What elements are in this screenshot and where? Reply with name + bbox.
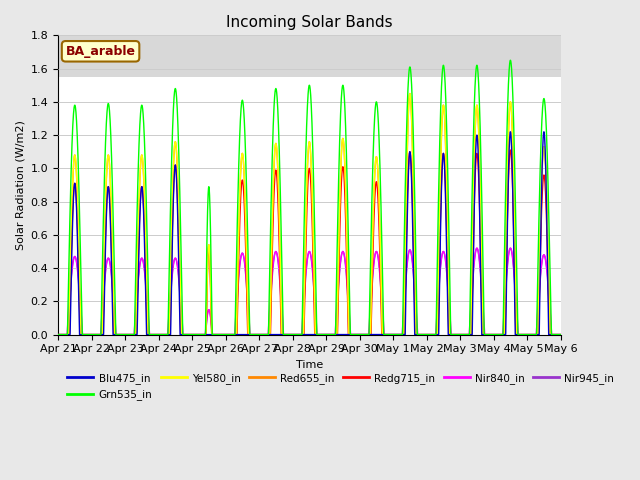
X-axis label: Time: Time: [296, 360, 323, 370]
Y-axis label: Solar Radiation (W/m2): Solar Radiation (W/m2): [15, 120, 25, 250]
Title: Incoming Solar Bands: Incoming Solar Bands: [226, 15, 393, 30]
Text: BA_arable: BA_arable: [65, 45, 136, 58]
Legend: Blu475_in, Grn535_in, Yel580_in, Red655_in, Redg715_in, Nir840_in, Nir945_in: Blu475_in, Grn535_in, Yel580_in, Red655_…: [63, 369, 618, 404]
Bar: [58, 36, 561, 77]
